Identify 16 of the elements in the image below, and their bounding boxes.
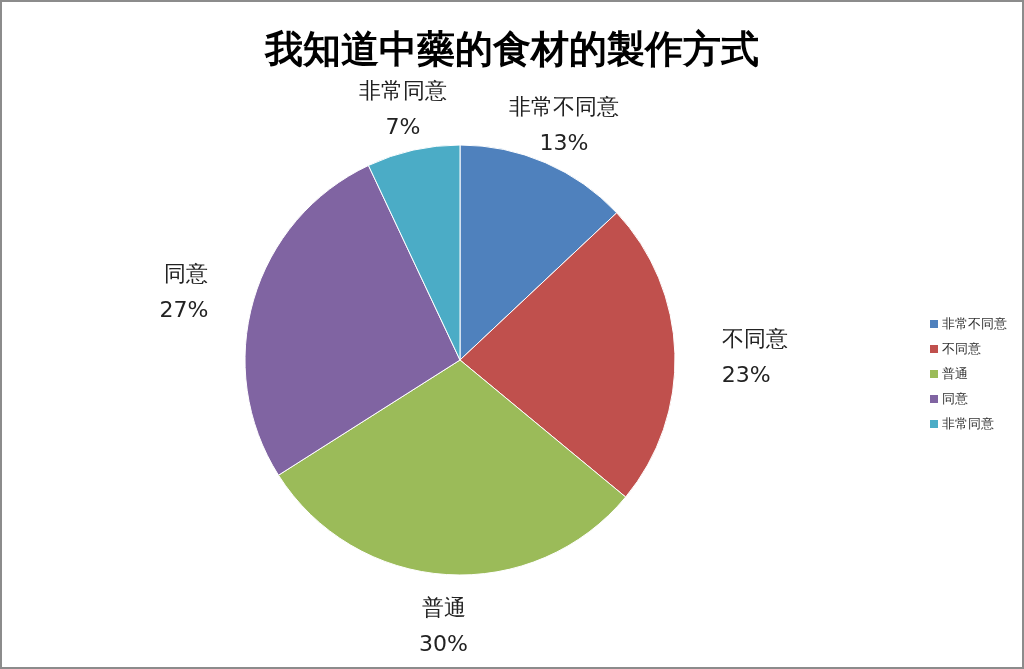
slice-label: 同意 (164, 260, 209, 286)
legend-label: 普通 (942, 366, 968, 381)
chart-title: 我知道中藥的食材的製作方式 (264, 27, 759, 71)
legend-label: 非常同意 (942, 416, 994, 431)
slice-label: 非常不同意 (509, 93, 620, 119)
data-label: 13% (539, 129, 589, 155)
legend-label: 不同意 (942, 341, 981, 356)
data-label: 7% (385, 114, 421, 140)
data-label: 23% (721, 361, 771, 387)
data-label: 27% (159, 296, 209, 322)
slice-label: 普通 (421, 595, 466, 621)
slice-label: 非常同意 (358, 78, 447, 104)
data-label: 30% (419, 631, 468, 657)
legend-label: 非常不同意 (942, 316, 1007, 331)
legend-label: 同意 (942, 391, 968, 406)
slice-label: 不同意 (721, 325, 788, 351)
